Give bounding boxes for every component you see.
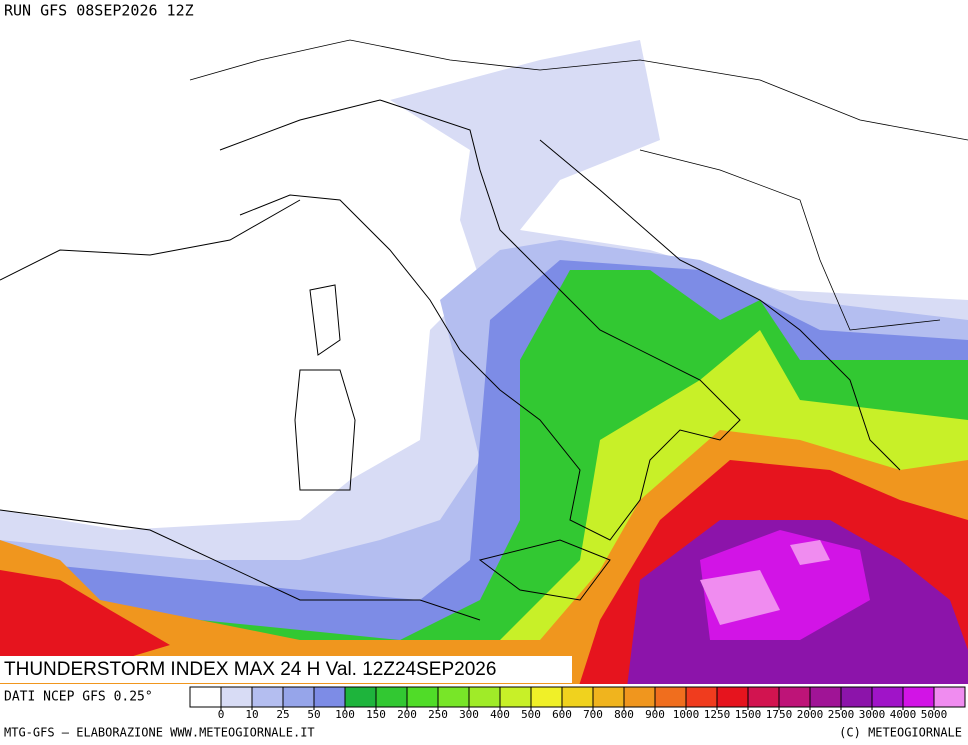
- legend-swatch: [747, 686, 780, 708]
- legend-swatch: [592, 686, 625, 708]
- legend-tick-label: 5000: [921, 708, 948, 721]
- footer-left: MTG-GFS — ELABORAZIONE WWW.METEOGIORNALE…: [4, 726, 315, 740]
- legend-swatch: [251, 686, 284, 708]
- legend-tick-label: 1750: [766, 708, 793, 721]
- legend-tick-label: 10: [245, 708, 258, 721]
- legend-swatch: [871, 686, 904, 708]
- legend-swatch: [468, 686, 501, 708]
- legend-swatch: [530, 686, 563, 708]
- legend-tick-label: 200: [397, 708, 417, 721]
- run-label: RUN GFS 08SEP2026 12Z: [4, 2, 194, 20]
- legend-swatch: [654, 686, 687, 708]
- legend-tick-label: 600: [552, 708, 572, 721]
- legend-swatch: [716, 686, 749, 708]
- border: [639, 149, 941, 331]
- legend-tick-label: 1500: [735, 708, 762, 721]
- legend-swatch: [344, 686, 377, 708]
- legend-tick-label: 100: [335, 708, 355, 721]
- legend-tick-label: 150: [366, 708, 386, 721]
- legend-tick-label: 800: [614, 708, 634, 721]
- legend-tick-label: 50: [307, 708, 320, 721]
- legend-swatch: [220, 686, 253, 708]
- legend-tick-label: 25: [276, 708, 289, 721]
- legend-swatch: [561, 686, 594, 708]
- legend-swatch: [499, 686, 532, 708]
- coastline: [478, 539, 611, 601]
- border: [189, 39, 968, 141]
- coastline: [539, 139, 901, 471]
- coastlines: [0, 39, 968, 621]
- legend-tick-label: 500: [521, 708, 541, 721]
- legend-tick-label: 1250: [704, 708, 731, 721]
- legend-tick-label: 2000: [797, 708, 824, 721]
- legend-swatch: [902, 686, 935, 708]
- footer-right: (C) METEOGIORNALE: [839, 726, 962, 740]
- legend-swatch: [778, 686, 811, 708]
- field-area: [0, 570, 170, 660]
- legend-swatch: [933, 686, 966, 708]
- legend-tick-label: 300: [459, 708, 479, 721]
- legend-tick-label: 0: [218, 708, 225, 721]
- map-title: THUNDERSTORM INDEX MAX 24 H Val. 12Z24SE…: [4, 659, 496, 680]
- legend-swatch: [437, 686, 470, 708]
- legend-swatch: [282, 686, 315, 708]
- legend-swatch: [406, 686, 439, 708]
- legend-tick-label: 700: [583, 708, 603, 721]
- legend-tick-label: 3000: [859, 708, 886, 721]
- field-area: [700, 570, 780, 625]
- coastline: [309, 284, 341, 356]
- legend-swatch: [375, 686, 408, 708]
- legend-tick-label: 2500: [828, 708, 855, 721]
- legend-tick-label: 1000: [673, 708, 700, 721]
- coastline: [219, 99, 741, 541]
- colorbar: 0 10 25 50 100 150 200 250 300 400 500 600 700 800 900…: [189, 686, 966, 721]
- coastline: [294, 369, 356, 491]
- legend-swatch: [313, 686, 346, 708]
- legend-tick-label: 4000: [890, 708, 917, 721]
- legend-swatch: [189, 686, 222, 708]
- title-box: [0, 656, 572, 683]
- coastline: [0, 199, 301, 281]
- legend-swatch: [840, 686, 873, 708]
- coastline: [0, 509, 481, 621]
- legend-swatch: [623, 686, 656, 708]
- legend-swatch: [685, 686, 718, 708]
- field-area: [790, 540, 830, 565]
- legend-swatch: [809, 686, 842, 708]
- legend-tick-label: 250: [428, 708, 448, 721]
- source-label: DATI NCEP GFS 0.25°: [4, 690, 153, 705]
- legend-tick-label: 400: [490, 708, 510, 721]
- legend-tick-label: 900: [645, 708, 665, 721]
- field: [0, 40, 968, 745]
